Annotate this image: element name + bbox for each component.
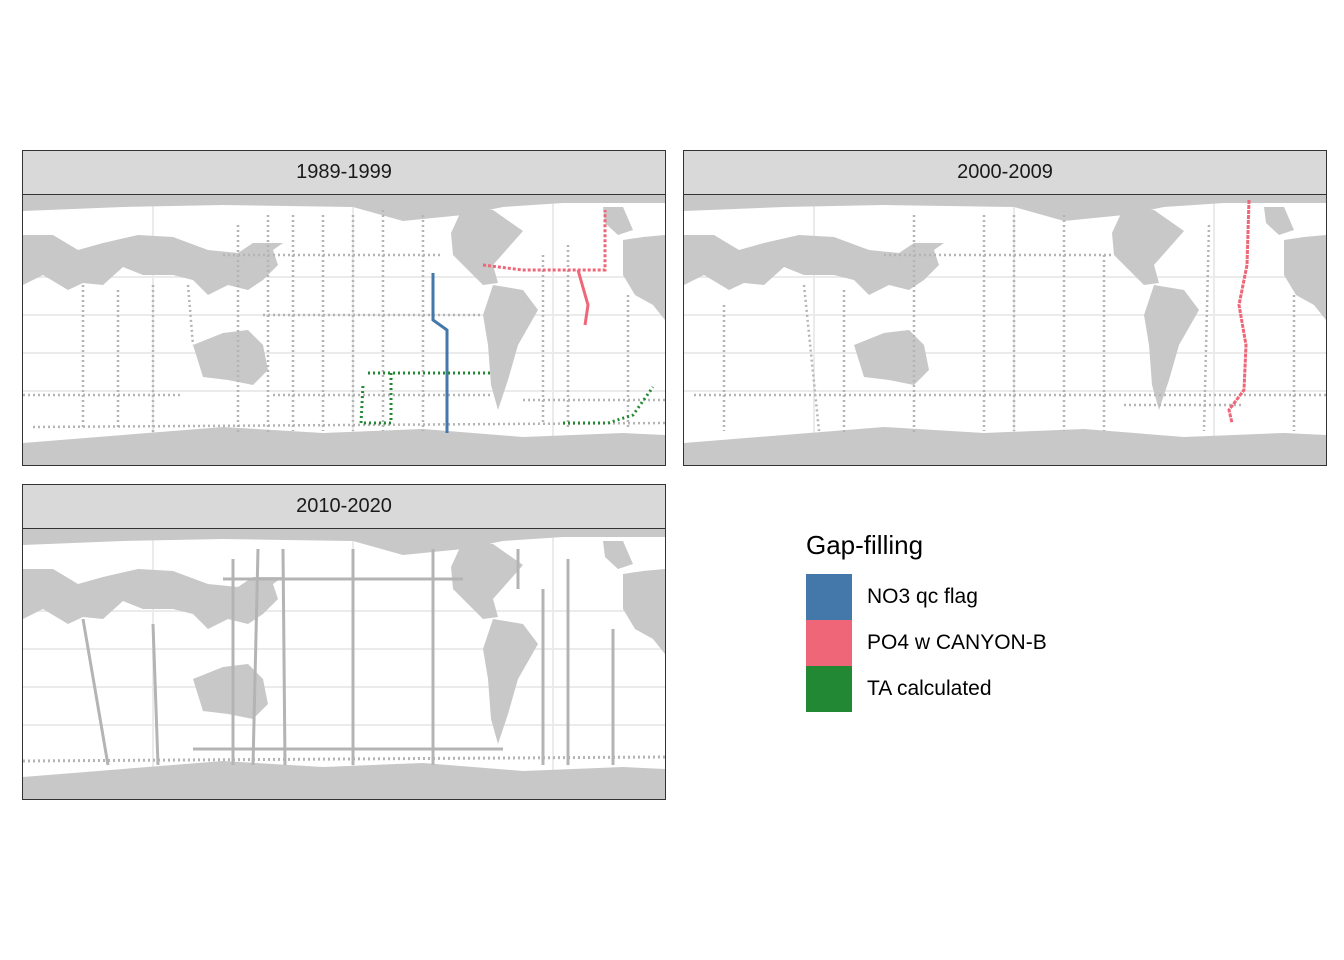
po4-canyon-b-track <box>576 269 590 326</box>
legend-title: Gap-filling <box>806 530 924 560</box>
legend-key <box>806 666 852 712</box>
facet-panel-2000-2009: 2000-2009 <box>683 150 1327 466</box>
legend-label: PO4 w CANYON-B <box>867 631 1047 654</box>
land-masses <box>23 529 665 799</box>
legend-label: NO3 qc flag <box>867 585 978 608</box>
land-masses <box>684 195 1326 465</box>
legend-key <box>806 574 852 620</box>
highlight-track-po4-canyon-b <box>482 210 607 326</box>
world-map <box>23 529 665 799</box>
facet-strip: 1989-1999 <box>23 151 665 195</box>
legend-item-po4-canyon-b: PO4 w CANYON-B <box>806 620 1047 666</box>
land-masses <box>23 195 665 465</box>
highlight-track-po4-canyon-b <box>1227 199 1251 424</box>
no3-qc-flag-track <box>431 273 449 433</box>
facet-strip: 2000-2009 <box>684 151 1326 195</box>
cruise-tracks <box>23 548 665 766</box>
ta-calculated-track <box>563 386 655 425</box>
ocean-gridlines <box>684 195 1326 465</box>
facet-panel-1989-1999: 1989-1999 <box>22 150 666 466</box>
legend: Gap-filling NO3 qc flag PO4 w CANYON-B T… <box>806 528 1047 712</box>
legend-item-no3-qc-flag: NO3 qc flag <box>806 574 1047 620</box>
facet-label: 1989-1999 <box>296 161 392 183</box>
po4-canyon-b-track <box>482 210 607 272</box>
po4-canyon-b-track <box>1227 199 1251 424</box>
world-map <box>23 195 665 465</box>
ta-calculated-track <box>359 373 393 425</box>
legend-label: TA calculated <box>867 677 992 700</box>
facet-strip: 2010-2020 <box>23 485 665 529</box>
facet-label: 2010-2020 <box>296 495 392 517</box>
cruise-tracks <box>23 210 665 435</box>
facet-label: 2000-2009 <box>957 161 1053 183</box>
facet-panel-2010-2020: 2010-2020 <box>22 484 666 800</box>
legend-key <box>806 620 852 666</box>
cruise-tracks <box>694 215 1326 433</box>
legend-item-ta-calculated: TA calculated <box>806 666 1047 712</box>
highlight-track-ta-calculated <box>359 371 655 425</box>
highlight-track-no3-qc-flag <box>431 273 449 433</box>
world-map <box>684 195 1326 465</box>
